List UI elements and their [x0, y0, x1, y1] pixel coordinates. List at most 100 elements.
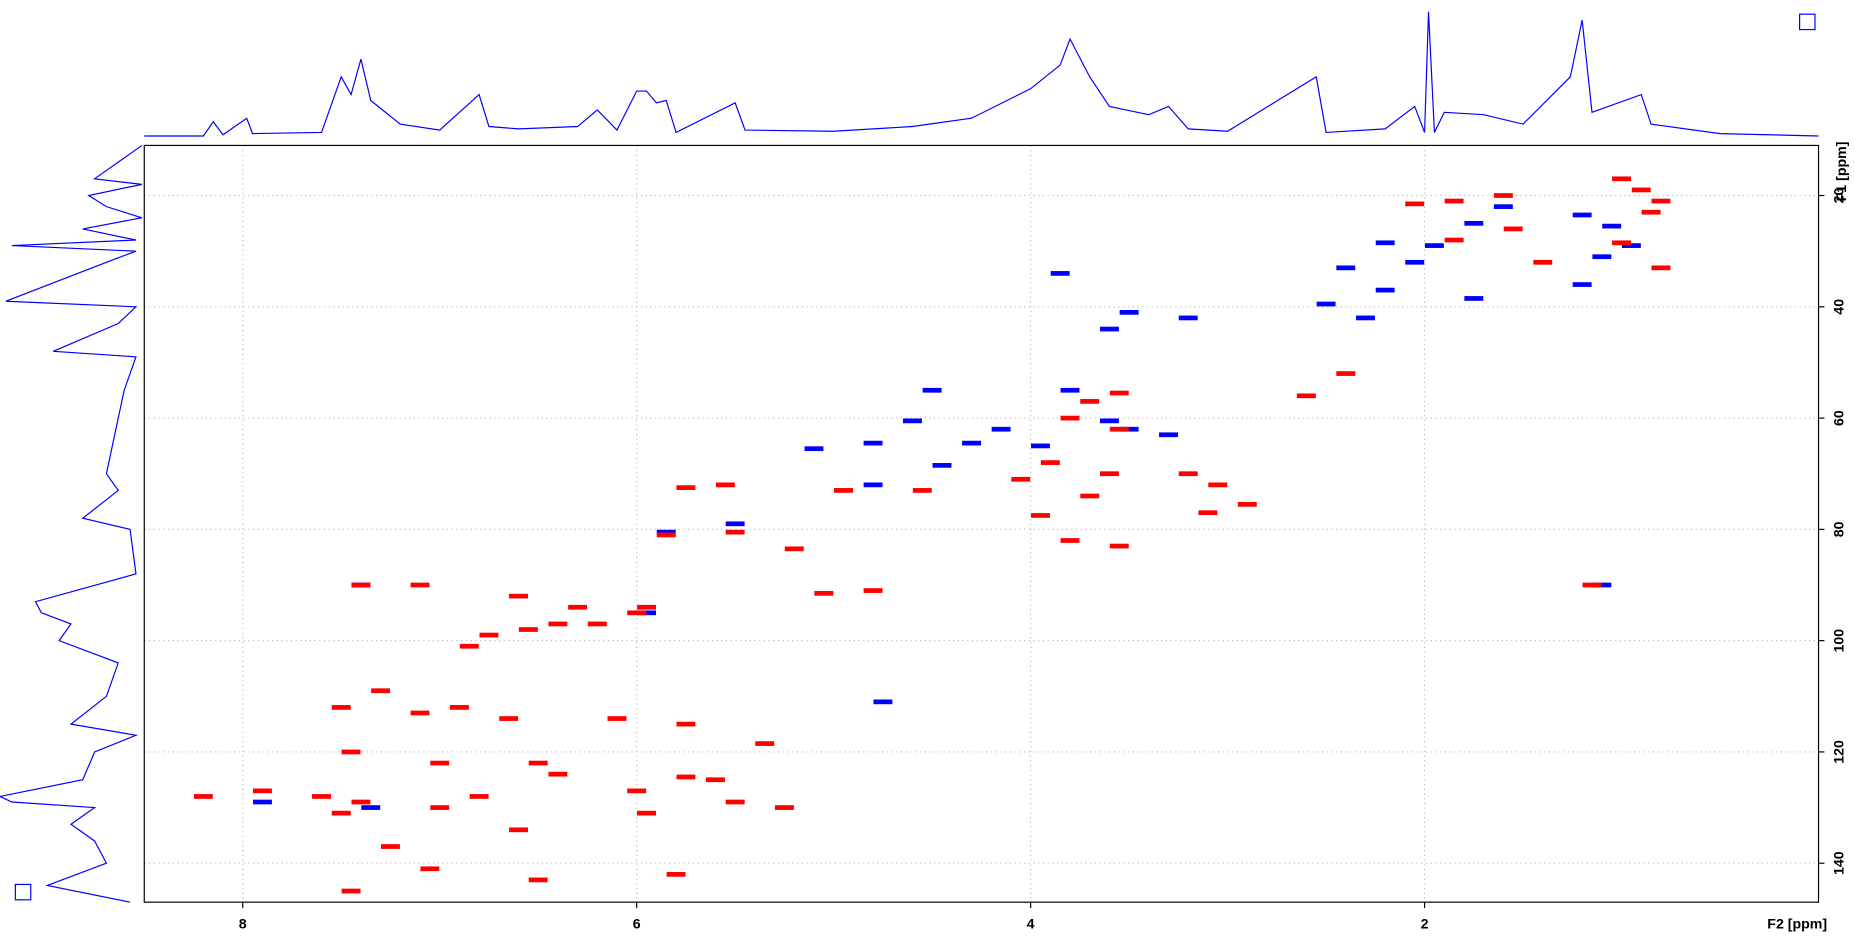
cross-peak: [1099, 326, 1119, 332]
cross-peak: [1119, 426, 1139, 432]
cross-peak: [469, 794, 489, 799]
cross-peak: [1375, 287, 1395, 293]
cross-peak: [656, 532, 676, 538]
cross-peak: [499, 716, 519, 721]
cross-peak: [873, 699, 893, 705]
cross-peak: [863, 440, 883, 446]
cross-peak: [637, 604, 656, 610]
cross-peak: [548, 771, 568, 777]
y-tick-label: 60: [1832, 410, 1848, 426]
x-tick-label: 8: [239, 916, 247, 932]
cross-peak: [784, 546, 804, 552]
cross-peak: [1572, 282, 1592, 287]
cross-peak: [1237, 501, 1257, 507]
y-tick-label: 100: [1832, 629, 1848, 653]
cross-peak: [725, 799, 745, 805]
cross-peak: [1572, 212, 1592, 218]
y-tick-label: 140: [1832, 851, 1848, 875]
cross-peak: [1178, 315, 1198, 321]
cross-peak: [252, 799, 272, 805]
cross-peak: [627, 788, 647, 794]
cross-peak: [932, 463, 952, 468]
cross-peak: [666, 871, 686, 877]
cross-peak: [1424, 243, 1444, 248]
cross-peak: [1592, 254, 1612, 260]
cross-peak: [706, 777, 725, 783]
cross-peak: [725, 529, 745, 535]
corner-icon: [14, 883, 32, 901]
cross-peak: [1178, 471, 1198, 477]
cross-peak: [676, 485, 696, 490]
x-tick-label: 4: [1027, 916, 1035, 932]
cross-peak: [1464, 220, 1484, 226]
cross-peak: [548, 621, 568, 627]
cross-peak: [627, 610, 647, 616]
f1-projection: [0, 144, 143, 903]
cross-peak: [834, 488, 853, 493]
y-tick-label: 20: [1832, 188, 1848, 204]
cross-peak: [1080, 493, 1100, 499]
cross-peak: [252, 788, 272, 794]
y-tick-label: 80: [1832, 521, 1848, 537]
cross-peak: [637, 810, 656, 816]
cross-peak: [341, 749, 361, 755]
cross-peak: [351, 799, 371, 805]
cross-peak: [1208, 482, 1228, 488]
y-tick-label: 40: [1832, 299, 1848, 315]
cross-peak: [1316, 301, 1336, 307]
cross-peak: [1109, 426, 1129, 432]
cross-peak: [1405, 201, 1425, 207]
cross-peak: [1011, 476, 1031, 482]
cross-peak: [1612, 176, 1632, 182]
cross-peak: [459, 643, 479, 649]
cross-peak: [361, 805, 381, 810]
cross-peak: [1651, 198, 1671, 204]
cross-peak: [607, 716, 627, 721]
cross-peak: [676, 774, 696, 780]
cross-peak: [1375, 240, 1395, 246]
cross-peak: [725, 521, 745, 527]
cross-peak: [331, 810, 351, 816]
cross-peak: [371, 688, 391, 694]
cross-peak: [656, 529, 676, 535]
cross-peak: [1159, 432, 1178, 438]
cross-peak: [1080, 399, 1100, 404]
cross-peak: [193, 794, 213, 799]
cross-peak: [509, 827, 528, 833]
cross-peak: [509, 593, 528, 599]
cross-peak: [528, 877, 548, 883]
cross-peak: [1464, 296, 1484, 301]
peaks: [193, 176, 1671, 894]
cross-peak: [863, 588, 883, 593]
cross-peak: [351, 582, 371, 588]
cross-peak: [1405, 259, 1425, 265]
f2-projection: [144, 11, 1819, 137]
cross-peak: [715, 482, 735, 488]
grid: [144, 145, 1819, 903]
cross-peak: [1651, 265, 1671, 271]
cross-peak: [1444, 237, 1464, 243]
cross-peak: [902, 418, 922, 424]
cross-peak: [1050, 271, 1070, 276]
cross-peak: [863, 482, 883, 488]
cross-peak: [1592, 582, 1612, 588]
cross-peak: [1099, 471, 1119, 477]
cross-peak: [1582, 582, 1602, 588]
plot-frame: [143, 144, 1820, 903]
cross-peak: [1493, 193, 1513, 198]
cross-peak: [1109, 390, 1129, 396]
cross-peak: [410, 710, 430, 716]
cross-peak: [1533, 259, 1553, 265]
cross-peak: [1119, 309, 1139, 315]
cross-peak: [430, 805, 450, 810]
x-tick-label: 6: [633, 916, 641, 932]
cross-peak: [814, 590, 834, 596]
cross-peak: [1109, 543, 1129, 549]
cross-peak: [922, 387, 942, 393]
cross-peak: [804, 446, 824, 452]
cross-peak: [1099, 418, 1119, 424]
cross-peak: [1336, 265, 1356, 271]
cross-peak: [1621, 243, 1641, 248]
cross-peak: [637, 610, 656, 616]
cross-peak: [1040, 460, 1060, 465]
